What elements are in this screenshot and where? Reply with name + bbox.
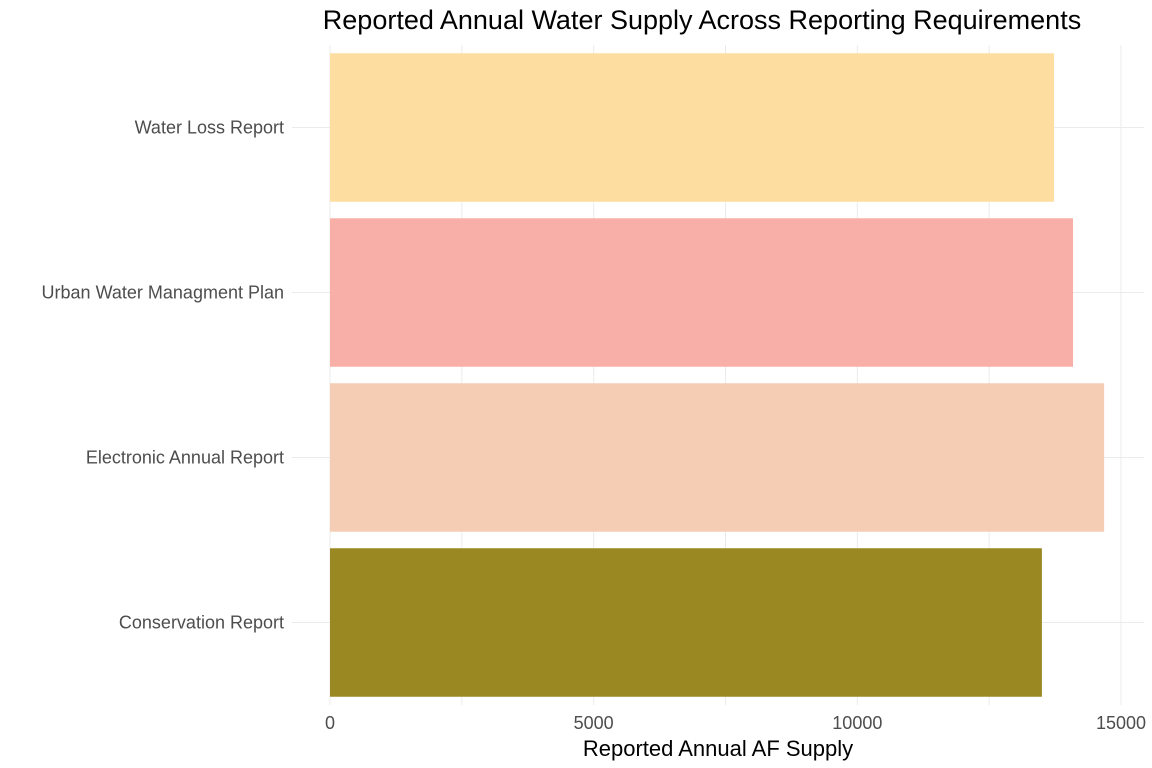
y-axis-tick-labels: Conservation Report Electronic Annual Rep… — [42, 118, 284, 633]
x-axis-tick-labels: 0 5000 10000 15000 — [325, 713, 1146, 733]
y-tick-label-conservation-report: Conservation Report — [119, 613, 284, 633]
x-tick-label: 15000 — [1096, 713, 1146, 733]
x-tick-label: 10000 — [832, 713, 882, 733]
bars — [330, 53, 1105, 697]
bar-water-loss-report — [330, 53, 1055, 202]
bar-urban-water-managment-plan — [330, 218, 1074, 367]
y-tick-label-urban-water-managment-plan: Urban Water Managment Plan — [42, 283, 284, 303]
bar-electronic-annual-report — [330, 383, 1105, 532]
x-tick-label: 5000 — [574, 713, 614, 733]
x-axis-title: Reported Annual AF Supply — [583, 736, 853, 761]
bar-conservation-report — [330, 548, 1042, 697]
x-tick-label: 0 — [325, 713, 335, 733]
y-tick-label-electronic-annual-report: Electronic Annual Report — [86, 448, 284, 468]
chart-title: Reported Annual Water Supply Across Repo… — [323, 5, 1081, 35]
y-tick-label-water-loss-report: Water Loss Report — [135, 118, 284, 138]
